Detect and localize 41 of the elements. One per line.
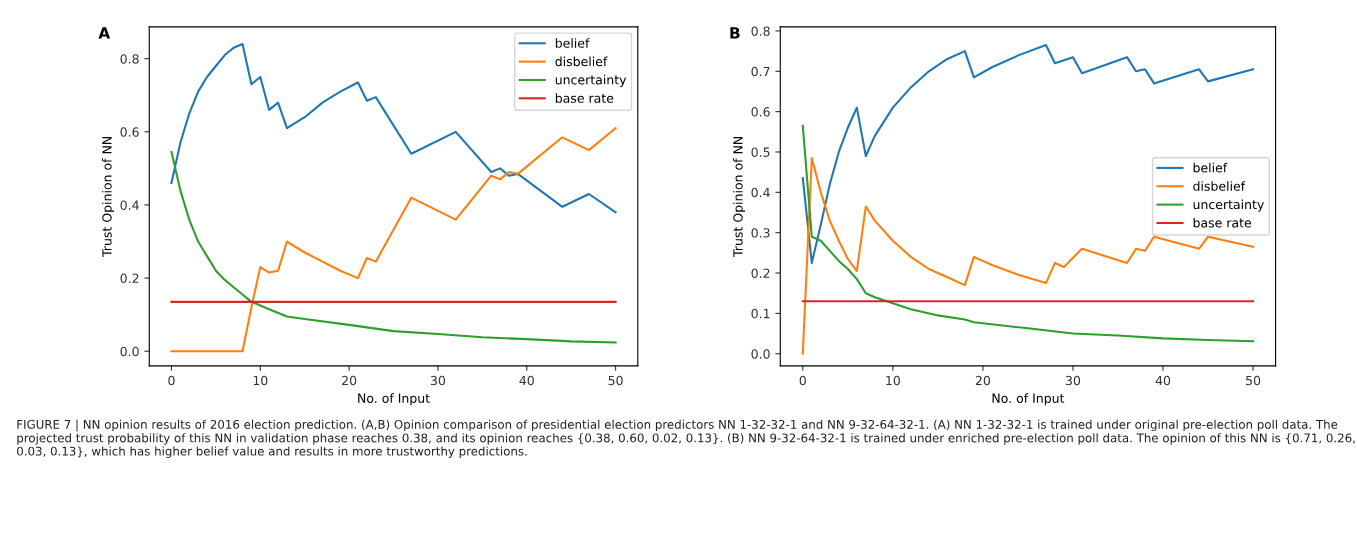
- y-tick-label: 0.4: [751, 187, 770, 198]
- x-tick-label: 30: [1065, 375, 1081, 386]
- legend-label: belief: [1193, 162, 1228, 173]
- chart-title: A: [98, 27, 111, 39]
- x-tick-label: 0: [168, 375, 175, 386]
- legend-label: disbelief: [555, 56, 608, 67]
- y-tick-label: 0.3: [751, 228, 770, 238]
- chart-title: B: [730, 27, 740, 39]
- y-tick-label: 0.0: [751, 349, 770, 359]
- x-tick-label: 50: [608, 375, 623, 386]
- legend-label: uncertainty: [555, 74, 627, 87]
- x-tick-label: 10: [886, 375, 900, 386]
- x-tick-label: 40: [519, 375, 534, 386]
- x-tick-label: 30: [430, 375, 446, 386]
- legend-label: base rate: [555, 93, 614, 103]
- y-tick-label: 0.1: [751, 308, 770, 319]
- y-tick-label: 0.8: [751, 26, 770, 36]
- x-axis-title: No. of Input: [992, 393, 1065, 406]
- y-axis-title: Trust Opinion of NN: [102, 137, 115, 257]
- x-axis-title: No. of Input: [358, 393, 430, 406]
- caption: FIGURE 7 | NN opinion results of 2016 election prediction. (A,B) Opinion comparison of presidential election predictors NN 1-32-32-1 and NN 9-32-64-32-1. (A) NN 1-32-32-1 is trained under original pre-election poll data. The projected trust probability of this NN in validation phase reaches 0.38, and its opinion reaches {0.38, 0.60, 0.02, 0.13}. (B) NN 9-32-64-32-1 is trained under enriched pre-election poll data. The opinion of this NN is {0.71, 0.26, 0.03, 0.13}, which has higher belief value and results in more trustworthy predictions.: [17, 419, 1355, 458]
- x-tick-label: 20: [342, 375, 357, 386]
- y-tick-label: 0.5: [751, 147, 770, 157]
- y-tick-label: 0.0: [120, 346, 139, 357]
- legend-label: belief: [555, 38, 590, 48]
- y-axis-title: Trust Opinion of NN: [733, 137, 746, 257]
- x-tick-label: 20: [975, 375, 991, 386]
- x-tick-label: 10: [253, 375, 268, 386]
- y-tick-label: 0.2: [120, 273, 139, 284]
- y-tick-label: 0.6: [120, 127, 139, 137]
- legend-label: base rate: [1193, 217, 1252, 228]
- y-tick-label: 0.2: [751, 268, 770, 278]
- legend-label: disbelief: [1193, 181, 1246, 191]
- y-tick-label: 0.7: [751, 66, 770, 77]
- y-tick-label: 0.8: [120, 54, 139, 64]
- y-tick-label: 0.6: [751, 107, 770, 117]
- x-tick-label: 40: [1155, 375, 1171, 386]
- legend-label: uncertainty: [1193, 199, 1264, 212]
- y-tick-label: 0.4: [120, 200, 139, 210]
- x-tick-label: 50: [1246, 375, 1261, 386]
- x-tick-label: 0: [799, 375, 806, 386]
